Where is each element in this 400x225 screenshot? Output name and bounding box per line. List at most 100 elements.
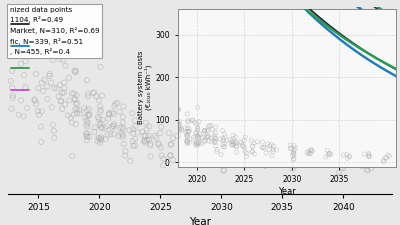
Point <box>240 144 246 148</box>
Point <box>204 136 210 140</box>
Point <box>251 141 257 145</box>
Point <box>170 137 176 140</box>
Point <box>110 124 117 128</box>
Point <box>102 137 109 141</box>
Point <box>242 150 249 154</box>
Point <box>185 156 192 160</box>
Point <box>126 128 133 132</box>
Point <box>202 139 209 143</box>
Point <box>99 94 105 97</box>
Point <box>249 150 255 154</box>
Point <box>97 65 104 69</box>
Point <box>34 109 41 113</box>
Point <box>234 144 240 148</box>
Point <box>220 137 226 140</box>
Point <box>184 140 190 144</box>
Point <box>84 135 90 139</box>
Point <box>85 92 91 95</box>
Point <box>130 127 136 131</box>
Point <box>269 154 275 158</box>
Point <box>144 128 150 131</box>
Point <box>103 124 110 128</box>
Point <box>51 129 57 133</box>
Point <box>16 39 22 43</box>
Point <box>212 125 219 129</box>
Point <box>120 133 126 137</box>
Point <box>116 126 123 130</box>
Point <box>25 1 32 4</box>
Point <box>185 133 191 137</box>
Point <box>55 95 62 98</box>
Point <box>290 151 297 155</box>
Point <box>291 157 297 161</box>
Point <box>193 162 199 166</box>
Point <box>23 41 30 45</box>
Point <box>193 131 199 134</box>
Point <box>344 153 350 156</box>
Point <box>212 131 218 134</box>
Point <box>380 158 386 162</box>
Point <box>250 144 256 148</box>
Point <box>251 152 257 156</box>
Point <box>83 132 89 135</box>
Point <box>190 150 196 153</box>
Point <box>129 139 136 143</box>
Point <box>91 91 97 94</box>
Point <box>184 134 190 138</box>
Point <box>86 113 92 117</box>
Point <box>195 127 201 131</box>
Point <box>6 30 13 34</box>
Point <box>195 141 202 144</box>
Point <box>185 119 191 122</box>
Point <box>216 147 223 151</box>
Point <box>190 118 196 122</box>
Point <box>239 158 246 162</box>
Point <box>211 139 217 143</box>
Point <box>96 123 103 127</box>
Point <box>194 135 200 138</box>
Point <box>212 136 219 140</box>
Point <box>192 143 198 146</box>
Point <box>132 137 138 141</box>
Point <box>119 126 126 129</box>
Point <box>184 112 190 116</box>
Point <box>31 98 38 101</box>
Point <box>287 143 293 147</box>
Point <box>210 128 216 131</box>
Point <box>107 132 114 136</box>
Point <box>364 169 371 172</box>
Point <box>193 122 200 126</box>
Point <box>84 138 90 142</box>
Point <box>264 151 270 155</box>
Point <box>204 128 210 132</box>
Point <box>212 140 219 143</box>
Point <box>129 112 136 115</box>
Point <box>386 154 393 158</box>
Point <box>190 142 196 146</box>
Point <box>218 147 224 151</box>
Point <box>56 57 63 61</box>
Point <box>132 144 138 147</box>
Point <box>195 142 202 146</box>
Point <box>33 72 39 76</box>
Point <box>249 150 255 153</box>
Point <box>368 166 374 170</box>
Point <box>97 138 104 141</box>
Point <box>46 74 53 78</box>
Point <box>73 102 79 105</box>
Point <box>264 142 271 146</box>
Point <box>292 146 298 150</box>
Point <box>184 132 190 136</box>
Point <box>182 146 189 149</box>
Point <box>158 154 165 157</box>
Point <box>10 94 16 97</box>
Point <box>175 127 181 130</box>
Point <box>265 161 272 165</box>
Point <box>328 153 334 156</box>
Point <box>86 113 92 117</box>
Point <box>86 135 92 139</box>
Point <box>96 137 102 140</box>
Point <box>248 139 254 142</box>
Point <box>18 99 24 102</box>
Point <box>260 146 267 150</box>
